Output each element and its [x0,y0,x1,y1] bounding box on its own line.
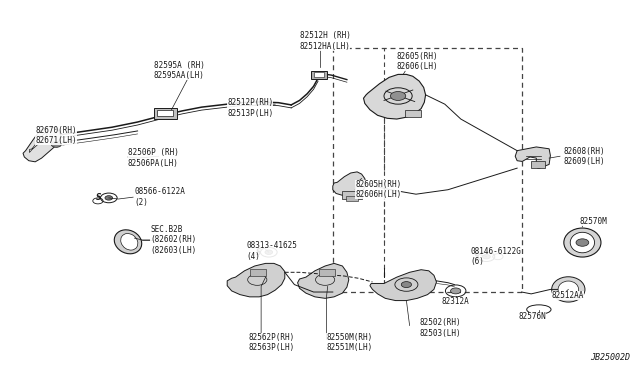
Text: 82512P(RH)
82513P(LH): 82512P(RH) 82513P(LH) [227,98,273,118]
Text: S: S [96,193,101,202]
Polygon shape [29,131,47,153]
Bar [250,269,266,276]
Circle shape [390,92,406,100]
Bar [319,269,335,276]
Polygon shape [23,126,61,162]
Bar [154,108,177,119]
Text: 82595A (RH)
82595AA(LH): 82595A (RH) 82595AA(LH) [154,61,204,80]
Text: 08313-41625
(4): 08313-41625 (4) [246,241,297,261]
Circle shape [51,141,61,147]
Text: 82605(RH)
82606(LH): 82605(RH) 82606(LH) [397,52,438,71]
Ellipse shape [558,281,579,298]
Text: 82608(RH)
82609(LH): 82608(RH) 82609(LH) [563,147,605,166]
Text: 82506P (RH)
82506PA(LH): 82506P (RH) 82506PA(LH) [128,148,179,168]
Ellipse shape [564,228,601,257]
Circle shape [401,282,412,288]
Bar [157,110,173,116]
Text: S: S [256,248,261,257]
Bar [314,72,324,77]
Text: 82605H(RH)
82606H(LH): 82605H(RH) 82606H(LH) [355,180,401,199]
Text: 82512AA: 82512AA [552,291,584,300]
Text: 82502(RH)
82503(LH): 82502(RH) 82503(LH) [419,318,461,338]
Text: 82570M: 82570M [579,217,607,226]
Polygon shape [333,172,366,196]
Text: 82312A: 82312A [442,297,469,306]
Ellipse shape [570,232,595,253]
Text: SEC.B2B
(82602(RH)
(82603(LH): SEC.B2B (82602(RH) (82603(LH) [150,225,196,255]
Bar [342,191,362,199]
Circle shape [265,250,273,254]
Circle shape [105,196,113,200]
Text: 08566-6122A
(2): 08566-6122A (2) [134,187,185,207]
Bar [531,161,545,168]
Bar [346,196,358,201]
Ellipse shape [121,234,138,250]
Ellipse shape [115,230,141,254]
Text: 82512H (RH)
82512HA(LH): 82512H (RH) 82512HA(LH) [300,31,350,51]
Text: 82550M(RH)
82551M(LH): 82550M(RH) 82551M(LH) [326,333,372,352]
Polygon shape [515,147,550,168]
Polygon shape [298,263,349,298]
Text: 82576N: 82576N [518,312,546,321]
Bar [311,71,327,79]
Polygon shape [227,263,285,297]
Text: 08146-6122G
(6): 08146-6122G (6) [470,247,521,266]
Polygon shape [370,270,436,301]
Text: S: S [474,252,479,261]
Circle shape [483,254,490,259]
Text: 82562P(RH)
82563P(LH): 82562P(RH) 82563P(LH) [248,333,294,352]
Ellipse shape [552,277,585,302]
Text: JB25002D: JB25002D [590,353,630,362]
Polygon shape [364,74,426,119]
Text: 82670(RH)
82671(LH): 82670(RH) 82671(LH) [35,126,77,145]
Bar [333,48,522,292]
Bar [405,110,421,117]
Circle shape [451,288,461,294]
Circle shape [576,239,589,246]
